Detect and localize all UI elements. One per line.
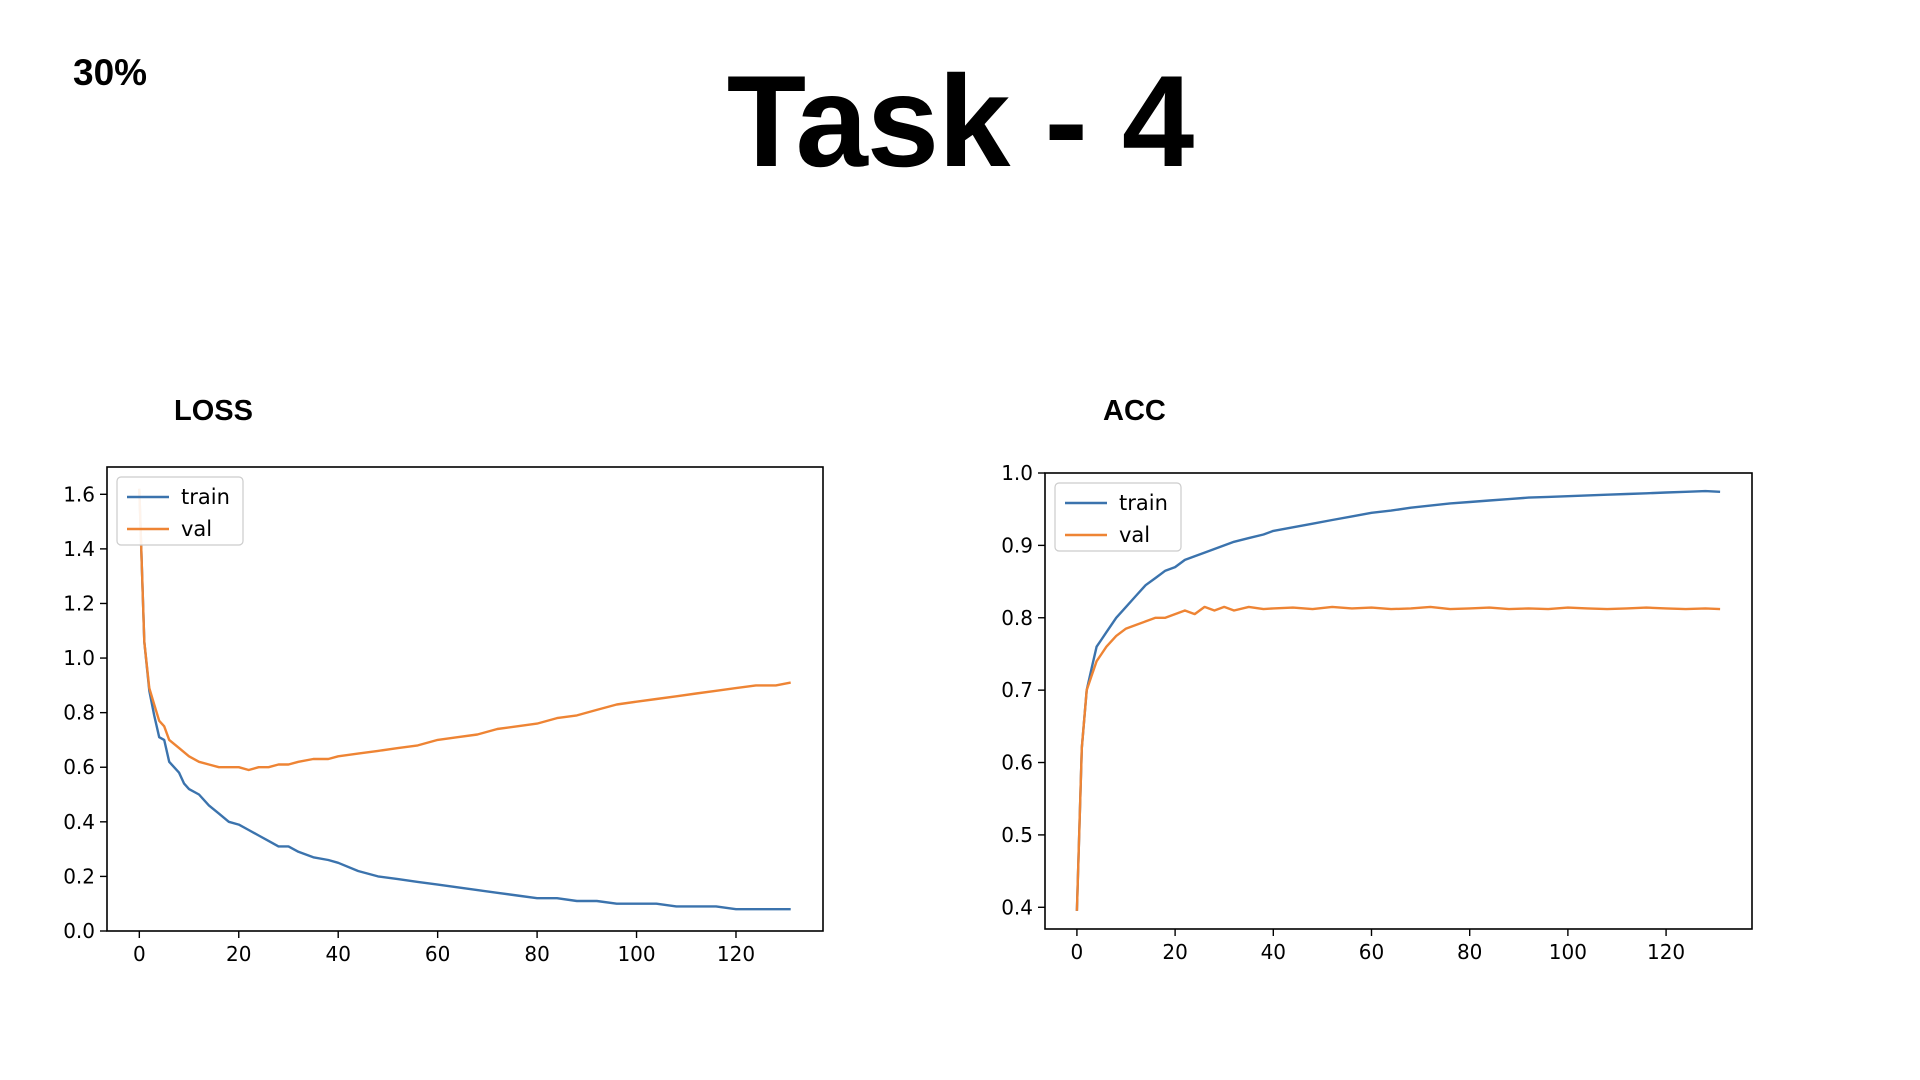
loss-xtick-label: 60: [425, 942, 450, 966]
acc-xtick-label: 40: [1261, 940, 1286, 964]
loss-ytick-label: 0.4: [63, 810, 95, 834]
loss-xtick-label: 120: [717, 942, 755, 966]
loss-ytick-label: 0.0: [63, 919, 95, 943]
loss-series-train-line: [138, 488, 791, 911]
loss-xtick-label: 40: [325, 942, 350, 966]
loss-ytick-label: 0.8: [63, 701, 95, 725]
loss-ytick-label: 1.0: [63, 646, 95, 670]
loss-ytick-label: 0.2: [63, 864, 95, 888]
acc-ytick-label: 0.7: [1001, 678, 1033, 702]
acc-series-val-line: [1075, 605, 1721, 911]
acc-series-train-line: [1075, 489, 1721, 911]
acc-axes-frame: [1044, 472, 1753, 930]
acc-xtick-label: 80: [1457, 940, 1482, 964]
acc-ytick-label: 0.5: [1001, 823, 1033, 847]
acc-ytick-label: 1.0: [1001, 461, 1033, 485]
loss-xtick-label: 80: [524, 942, 549, 966]
completion-percent-label: 30%: [73, 52, 148, 93]
loss-axes-frame: [106, 466, 824, 932]
acc-ytick-label: 0.9: [1001, 533, 1033, 557]
slide-title: Task - 4: [726, 48, 1195, 194]
acc-ytick-label: 0.6: [1001, 751, 1033, 775]
acc-xtick-label: 120: [1647, 940, 1685, 964]
acc-xtick-label: 0: [1071, 940, 1084, 964]
loss-ytick-label: 0.6: [63, 755, 95, 779]
acc-ytick-label: 0.4: [1001, 895, 1033, 919]
acc-ytick-label: 0.8: [1001, 606, 1033, 630]
loss-legend-label-train: train: [181, 485, 230, 509]
loss-xtick-label: 20: [226, 942, 251, 966]
acc-legend-label-train: train: [1119, 491, 1168, 515]
loss-ytick-label: 1.2: [63, 591, 95, 615]
acc-xtick-label: 60: [1359, 940, 1384, 964]
loss-legend-label-val: val: [181, 517, 212, 541]
acc-chart-heading: ACC: [1103, 395, 1166, 427]
loss-chart-heading: LOSS: [174, 395, 253, 427]
loss-xtick-label: 0: [133, 942, 146, 966]
loss-series-val-line: [138, 488, 791, 772]
acc-legend-label-val: val: [1119, 523, 1150, 547]
loss-ytick-label: 1.6: [63, 482, 95, 506]
acc-xtick-label: 20: [1162, 940, 1187, 964]
loss-ytick-label: 1.4: [63, 537, 95, 561]
loss-xtick-label: 100: [617, 942, 655, 966]
acc-xtick-label: 100: [1549, 940, 1587, 964]
